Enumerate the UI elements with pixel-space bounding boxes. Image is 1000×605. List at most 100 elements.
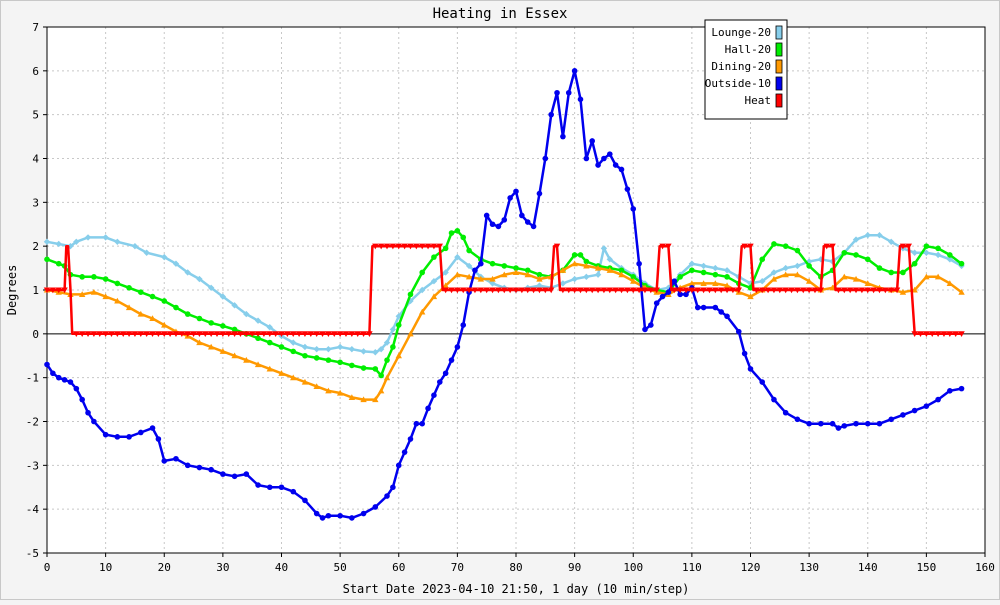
data-point [612,162,619,168]
data-point [935,396,941,403]
data-point [207,331,215,338]
x-tick-label: 150 [916,561,936,574]
data-point [325,345,332,353]
data-point [465,287,473,294]
data-point [723,267,731,274]
data-point [384,357,390,363]
data-point [55,260,62,267]
data-point [219,348,227,354]
data-point [565,89,572,96]
data-point [465,273,473,280]
data-point [934,331,942,338]
data-point [677,291,683,298]
data-point [606,267,613,273]
data-point [342,331,350,338]
data-point [313,345,320,353]
data-point [131,331,139,338]
data-point [524,267,531,274]
y-tick-label: -3 [26,459,39,472]
data-point [225,331,232,338]
data-point [278,331,285,338]
data-point [536,190,543,197]
data-point [196,275,203,283]
data-point [90,331,98,338]
data-point [254,317,262,324]
data-point [530,287,537,294]
data-point [676,287,684,294]
data-point [383,374,391,381]
data-point [102,234,109,241]
data-point [430,278,438,285]
data-point [741,243,748,250]
data-point [102,276,109,282]
data-point [571,68,578,74]
data-point [419,308,426,315]
data-point [419,243,426,250]
data-point [724,313,730,320]
data-point [348,394,356,400]
data-point [372,366,379,372]
data-point [295,331,303,338]
data-point [114,280,121,287]
data-point [741,350,748,357]
data-point [254,331,262,338]
data-point [196,331,203,338]
data-point [876,265,883,271]
data-point [301,343,309,351]
data-point [360,331,367,338]
data-point [91,274,97,280]
data-point [483,287,490,294]
data-point [665,284,672,292]
data-point [594,287,602,294]
legend-swatch [775,76,783,91]
data-point [43,287,51,294]
data-point [530,223,537,230]
data-point [524,271,531,278]
data-point [712,287,719,294]
data-point [870,287,877,294]
data-point [413,243,420,250]
data-point [923,331,930,338]
data-point [524,287,531,294]
data-point [91,418,97,425]
data-point [571,287,578,294]
data-point [336,343,344,351]
y-tick-label: -2 [26,416,39,429]
x-tick-label: 20 [158,561,171,574]
data-point [935,245,941,252]
data-point [149,293,156,300]
data-point [55,374,62,381]
data-point [940,331,948,338]
data-point [471,287,479,294]
data-point [196,464,203,471]
data-point [636,260,642,267]
data-point [630,206,637,212]
data-point [430,243,438,250]
data-point [829,243,836,250]
data-point [689,267,695,274]
data-point [934,273,942,280]
data-point [653,300,660,306]
data-point [864,287,871,294]
data-point [465,262,473,270]
data-point [806,420,812,427]
data-point [360,510,367,517]
data-point [220,471,226,477]
data-point [747,293,754,300]
data-point [302,497,308,504]
data-point [419,286,426,294]
data-point [864,256,871,263]
data-point [220,323,226,329]
data-point [454,344,461,350]
data-point [947,388,953,394]
data-point [759,278,766,285]
data-point [407,436,414,442]
data-point [61,377,68,383]
legend-label: Dining-20 [711,60,771,73]
data-point [630,287,637,294]
data-point [559,280,567,287]
axes: 0 10 20 30 40 50 60 70 80 90 100 110 120 130 140 150 160… [26,21,995,574]
data-point [735,287,742,294]
data-point [589,138,596,144]
data-point [390,344,396,350]
